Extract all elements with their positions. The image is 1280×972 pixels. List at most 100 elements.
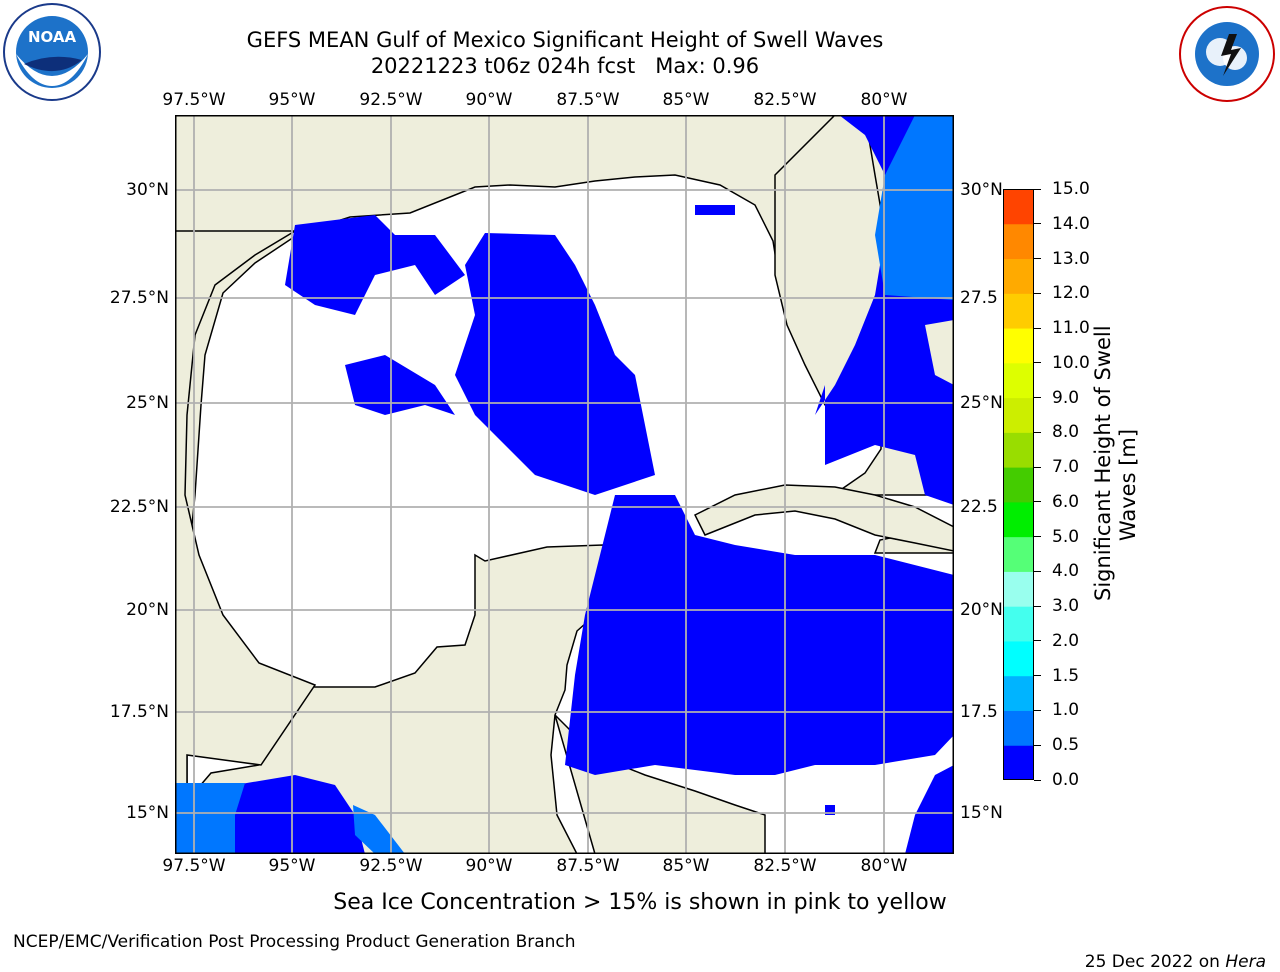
colorbar-label-line2: Waves [m]	[1116, 428, 1140, 542]
colorbar-tick-mark	[1034, 605, 1041, 607]
colorbar-band	[1003, 675, 1034, 711]
colorbar-label-line1: Significant Height of Swell	[1091, 325, 1115, 601]
colorbar-band	[1003, 432, 1034, 468]
colorbar-band	[1003, 223, 1034, 260]
colorbar-tick-label: 13.0	[1052, 248, 1090, 269]
lat-tick-left: 17.5°N	[109, 702, 169, 722]
colorbar-band	[1003, 501, 1034, 538]
lon-tick-top: 90°W	[465, 90, 513, 110]
colorbar-svg	[1003, 189, 1034, 781]
colorbar-tick-mark	[1034, 640, 1041, 642]
lon-tick-bottom: 95°W	[268, 856, 316, 876]
footer-date: 25 Dec 2022 on	[1084, 952, 1226, 972]
map-panel	[174, 114, 955, 855]
colorbar-tick-mark	[1034, 223, 1041, 225]
colorbar-band	[1003, 710, 1034, 746]
colorbar-band	[1003, 293, 1034, 329]
colorbar-tick-mark	[1034, 779, 1041, 781]
colorbar-tick-mark	[1034, 327, 1041, 329]
lon-tick-bottom: 97.5°W	[162, 856, 226, 876]
colorbar-tick-label: 12.0	[1052, 283, 1090, 304]
colorbar-tick-label: 6.0	[1052, 491, 1080, 512]
colorbar-band	[1003, 536, 1034, 572]
colorbar-label: Significant Height of Swell Waves [m]	[1000, 325, 1232, 601]
colorbar-band	[1003, 362, 1034, 399]
colorbar-band	[1003, 606, 1034, 642]
lon-tick-bottom: 92.5°W	[359, 856, 423, 876]
lon-tick-bottom: 87.5°W	[556, 856, 620, 876]
colorbar-border	[1003, 189, 1034, 780]
footer-left: NCEP/EMC/Verification Post Processing Pr…	[13, 932, 576, 952]
colorbar-tick-mark	[1034, 292, 1041, 294]
colorbar-tick-mark	[1034, 709, 1041, 711]
colorbar-tick-label: 15.0	[1052, 179, 1090, 199]
colorbar-tick-mark	[1034, 431, 1041, 433]
lon-tick-bottom: 82.5°W	[753, 856, 817, 876]
lon-tick-top: 92.5°W	[359, 90, 423, 110]
chart-title: GEFS MEAN Gulf of Mexico Significant Hei…	[246, 28, 884, 52]
lon-tick-top: 80°W	[860, 90, 908, 110]
colorbar-tick-label: 3.0	[1052, 596, 1080, 617]
colorbar-band	[1003, 189, 1034, 225]
chart-subtitle: 20221223 t06z 024h fcst Max: 0.96	[370, 54, 760, 78]
colorbar-tick-label: 2.0	[1052, 630, 1080, 651]
colorbar-tick-mark	[1034, 675, 1041, 677]
lat-tick-right: 20°N	[960, 600, 1003, 620]
lat-tick-right: 30°N	[960, 180, 1003, 200]
lat-tick-left: 25°N	[126, 393, 169, 413]
colorbar-tick-label: 0.0	[1052, 770, 1080, 790]
colorbar-band	[1003, 640, 1034, 677]
lat-tick-right: 17.5	[960, 702, 998, 722]
colorbar-tick-label: 10.0	[1052, 352, 1090, 373]
colorbar-band	[1003, 397, 1034, 433]
lat-tick-right: 27.5	[960, 288, 998, 308]
colorbar-tick-mark	[1034, 188, 1041, 190]
colorbar-band	[1003, 467, 1034, 503]
colorbar-tick-label: 14.0	[1052, 213, 1090, 234]
colorbar-tick-label: 7.0	[1052, 457, 1080, 478]
swell-field-05-10	[175, 115, 954, 854]
colorbar-tick-label: 0.5	[1052, 735, 1080, 756]
lat-tick-right: 15°N	[960, 803, 1003, 823]
svg-text:NOAA: NOAA	[28, 28, 77, 46]
lat-tick-left: 15°N	[126, 803, 169, 823]
lon-tick-top: 95°W	[268, 90, 316, 110]
lat-tick-right: 25°N	[960, 393, 1003, 413]
lat-tick-left: 20°N	[126, 600, 169, 620]
colorbar-tick-mark	[1034, 466, 1041, 468]
footer-host: Hera	[1225, 952, 1266, 972]
map-border	[175, 115, 954, 854]
lon-tick-bottom: 90°W	[465, 856, 513, 876]
sea-ice-note: Sea Ice Concentration > 15% is shown in …	[333, 890, 947, 915]
lon-tick-top: 82.5°W	[753, 90, 817, 110]
lat-tick-left: 22.5°N	[109, 497, 169, 517]
map-svg	[174, 114, 955, 855]
lon-tick-top: 87.5°W	[556, 90, 620, 110]
lat-tick-left: 27.5°N	[109, 288, 169, 308]
colorbar-tick-mark	[1034, 258, 1041, 260]
lon-tick-top: 85°W	[662, 90, 710, 110]
colorbar	[1003, 189, 1034, 781]
cuba	[693, 484, 955, 552]
colorbar-tick-label: 4.0	[1052, 561, 1080, 582]
colorbar-tick-label: 5.0	[1052, 526, 1080, 547]
colorbar-band	[1003, 745, 1034, 781]
colorbar-band	[1003, 571, 1034, 607]
lat-tick-left: 30°N	[126, 180, 169, 200]
lon-tick-bottom: 85°W	[662, 856, 710, 876]
lon-tick-top: 97.5°W	[162, 90, 226, 110]
colorbar-tick-mark	[1034, 744, 1041, 746]
colorbar-tick-label: 11.0	[1052, 318, 1090, 339]
colorbar-tick-mark	[1034, 397, 1041, 399]
lon-tick-bottom: 80°W	[860, 856, 908, 876]
nws-logo	[1177, 4, 1277, 104]
grid-lines	[175, 115, 954, 854]
colorbar-band	[1003, 258, 1034, 294]
colorbar-tick-label: 1.5	[1052, 665, 1080, 686]
colorbar-tick-mark	[1034, 501, 1041, 503]
colorbar-tick-label: 8.0	[1052, 422, 1080, 443]
colorbar-tick-label: 9.0	[1052, 387, 1080, 408]
lat-tick-right: 22.5	[960, 497, 998, 517]
colorbar-tick-label: 1.0	[1052, 700, 1080, 721]
colorbar-band	[1003, 328, 1034, 364]
